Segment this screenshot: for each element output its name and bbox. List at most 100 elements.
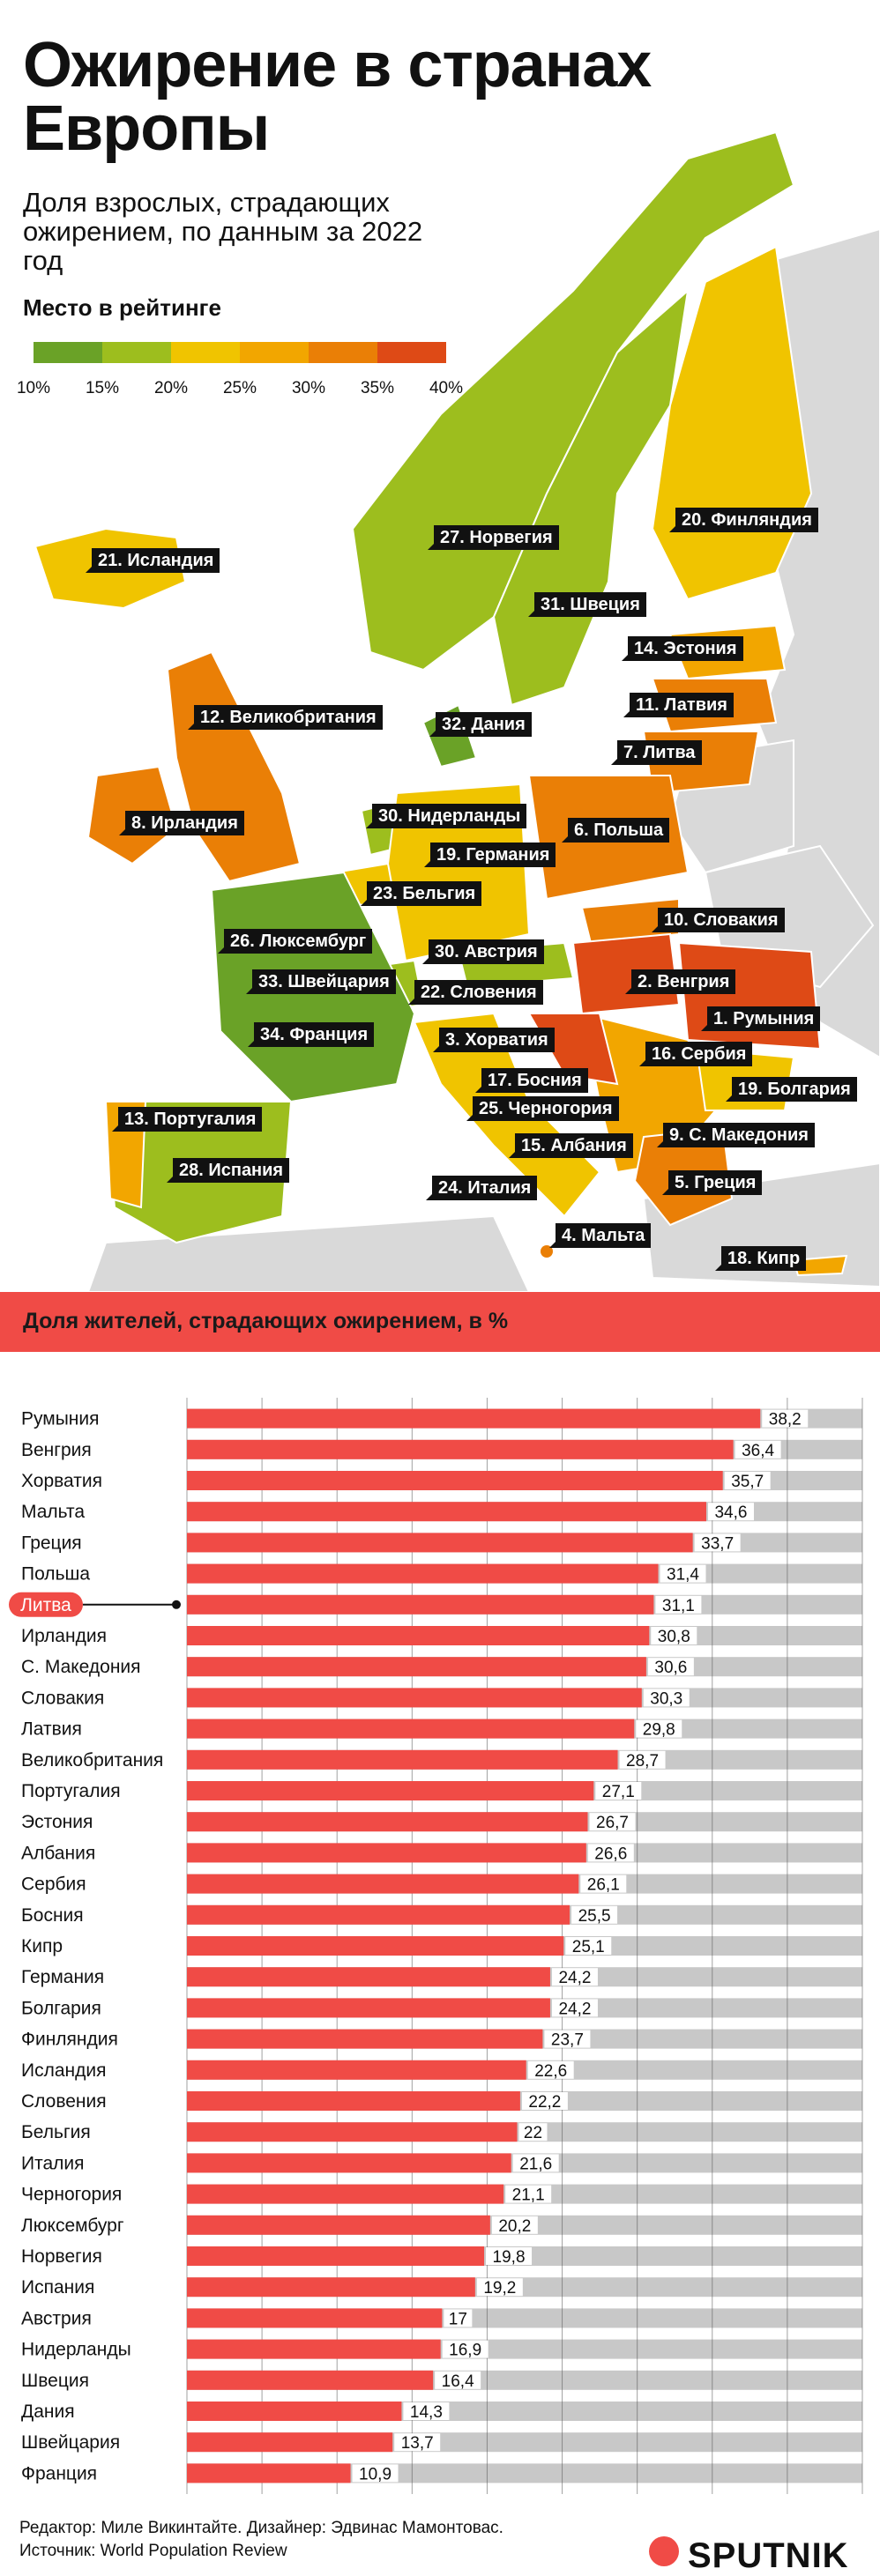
value-label: 28,7 bbox=[626, 1752, 659, 1771]
value-label-bg bbox=[735, 1440, 781, 1459]
map-label-romania: 1. Румыния bbox=[700, 1006, 821, 1031]
bar bbox=[187, 1688, 642, 1708]
map-label-latvia: 11. Латвия bbox=[623, 693, 734, 717]
value-label-bg bbox=[544, 2030, 591, 2048]
category-label: Дания bbox=[21, 2402, 75, 2422]
category-label: Германия bbox=[21, 1967, 104, 1987]
bar bbox=[187, 1563, 659, 1584]
bar bbox=[187, 1502, 706, 1522]
map-label-malta: 4. Мальта bbox=[548, 1223, 652, 1248]
value-label-bg bbox=[587, 1844, 634, 1862]
value-label: 26,6 bbox=[594, 1845, 627, 1863]
page-title: Ожирение в странах Европы bbox=[23, 30, 652, 164]
bar bbox=[187, 1594, 654, 1615]
map-label-switzerland: 33. Швейцария bbox=[246, 969, 396, 994]
value-label-bg bbox=[762, 1409, 809, 1428]
bar bbox=[187, 1812, 588, 1832]
value-label: 10,9 bbox=[359, 2465, 392, 2483]
category-label: Польша bbox=[21, 1564, 90, 1585]
legend-tick: 40% bbox=[429, 379, 464, 397]
value-label: 23,7 bbox=[551, 2031, 584, 2050]
category-label: Албания bbox=[21, 1843, 95, 1863]
bar bbox=[187, 1439, 734, 1459]
category-label: С. Македония bbox=[21, 1657, 141, 1677]
brand-logo: SPUTNIK bbox=[688, 2536, 849, 2575]
value-label-bg bbox=[565, 1937, 612, 1955]
map-label-norway: 27. Норвегия bbox=[428, 525, 559, 550]
value-label-bg bbox=[435, 2371, 481, 2389]
bar bbox=[187, 2370, 434, 2390]
category-label: Мальта bbox=[21, 1502, 85, 1522]
value-label-bg bbox=[643, 1689, 690, 1707]
bar bbox=[187, 2308, 443, 2328]
value-label: 13,7 bbox=[401, 2434, 434, 2453]
romania-region bbox=[677, 941, 822, 1050]
value-label-bg bbox=[551, 1968, 598, 1986]
value-label: 31,1 bbox=[662, 1597, 695, 1615]
category-label: Испания bbox=[21, 2277, 94, 2298]
map-label-serbia: 16. Сербия bbox=[638, 1042, 753, 1066]
value-label-bg bbox=[491, 2216, 538, 2234]
value-label-bg bbox=[595, 1782, 642, 1800]
highlight-dot bbox=[172, 1600, 181, 1609]
legend-swatch bbox=[34, 342, 102, 363]
legend-tick: 25% bbox=[222, 379, 257, 397]
value-label: 27,1 bbox=[602, 1783, 635, 1801]
map-label-montenegro: 25. Черногория bbox=[466, 1096, 619, 1121]
map-label-slovenia: 22. Словения bbox=[408, 980, 543, 1005]
map-label-finland: 20. Финляндия bbox=[669, 508, 818, 532]
value-label: 21,1 bbox=[512, 2186, 545, 2205]
value-label-bg bbox=[505, 2185, 552, 2203]
map-label-italy: 24. Италия bbox=[425, 1176, 538, 1200]
value-label: 38,2 bbox=[769, 1411, 802, 1429]
legend-label: Место в рейтинге bbox=[23, 294, 221, 321]
map-label-sweden: 31. Швеция bbox=[528, 592, 646, 617]
map-label-croatia: 3. Хорватия bbox=[433, 1028, 555, 1052]
bar bbox=[187, 1749, 618, 1770]
map-label-lithuania: 7. Литва bbox=[611, 740, 702, 765]
value-label-bg bbox=[527, 2060, 574, 2079]
subtitle: Доля взрослых, страдающих ожирением, по … bbox=[23, 187, 423, 276]
category-label: Латвия bbox=[21, 1719, 82, 1740]
category-label: Болгария bbox=[21, 1998, 101, 2018]
malta-region bbox=[541, 1245, 553, 1258]
category-label: Черногория bbox=[21, 2185, 122, 2205]
category-label: Хорватия bbox=[21, 1471, 102, 1491]
value-label: 20,2 bbox=[498, 2217, 531, 2236]
map-label-macedonia: 9. С. Македония bbox=[657, 1123, 815, 1147]
value-label-bg bbox=[442, 2340, 488, 2358]
legend-tick: 30% bbox=[291, 379, 326, 397]
map-label-bosnia: 17. Босния bbox=[475, 1068, 588, 1093]
category-label: Финляндия bbox=[21, 2030, 118, 2050]
category-label: Словакия bbox=[21, 1688, 104, 1708]
value-label: 34,6 bbox=[714, 1503, 747, 1522]
value-label: 16,4 bbox=[442, 2372, 474, 2391]
map-label-iceland: 21. Исландия bbox=[85, 548, 220, 573]
category-label: Словения bbox=[21, 2091, 107, 2112]
value-label-bg bbox=[651, 1627, 697, 1644]
map-label-luxembourg: 26. Люксембург bbox=[217, 929, 373, 954]
value-label: 31,4 bbox=[667, 1566, 699, 1585]
legend-scale bbox=[34, 342, 446, 363]
value-label: 36,4 bbox=[742, 1442, 774, 1460]
value-label-bg bbox=[694, 1533, 741, 1552]
value-label-bg bbox=[486, 2247, 533, 2265]
legend-swatch bbox=[240, 342, 309, 363]
category-label: Бельгия bbox=[21, 2122, 91, 2142]
map-label-germany: 19. Германия bbox=[423, 843, 556, 867]
value-label-bg bbox=[647, 1658, 694, 1676]
category-label: Италия bbox=[21, 2153, 85, 2173]
bar bbox=[187, 2153, 511, 2173]
value-label: 30,3 bbox=[650, 1689, 682, 1708]
value-label-bg bbox=[352, 2464, 399, 2483]
legend-swatch bbox=[377, 342, 446, 363]
value-label-bg bbox=[444, 2309, 473, 2327]
map-label-greece: 5. Греция bbox=[661, 1170, 763, 1195]
value-label-bg bbox=[403, 2402, 450, 2420]
value-label-bg bbox=[619, 1750, 666, 1769]
bar bbox=[187, 1904, 571, 1925]
bar bbox=[187, 1998, 550, 2018]
brand-logo-icon bbox=[649, 2536, 679, 2566]
bar bbox=[187, 1408, 761, 1429]
map-label-belgium: 23. Бельгия bbox=[360, 881, 482, 906]
